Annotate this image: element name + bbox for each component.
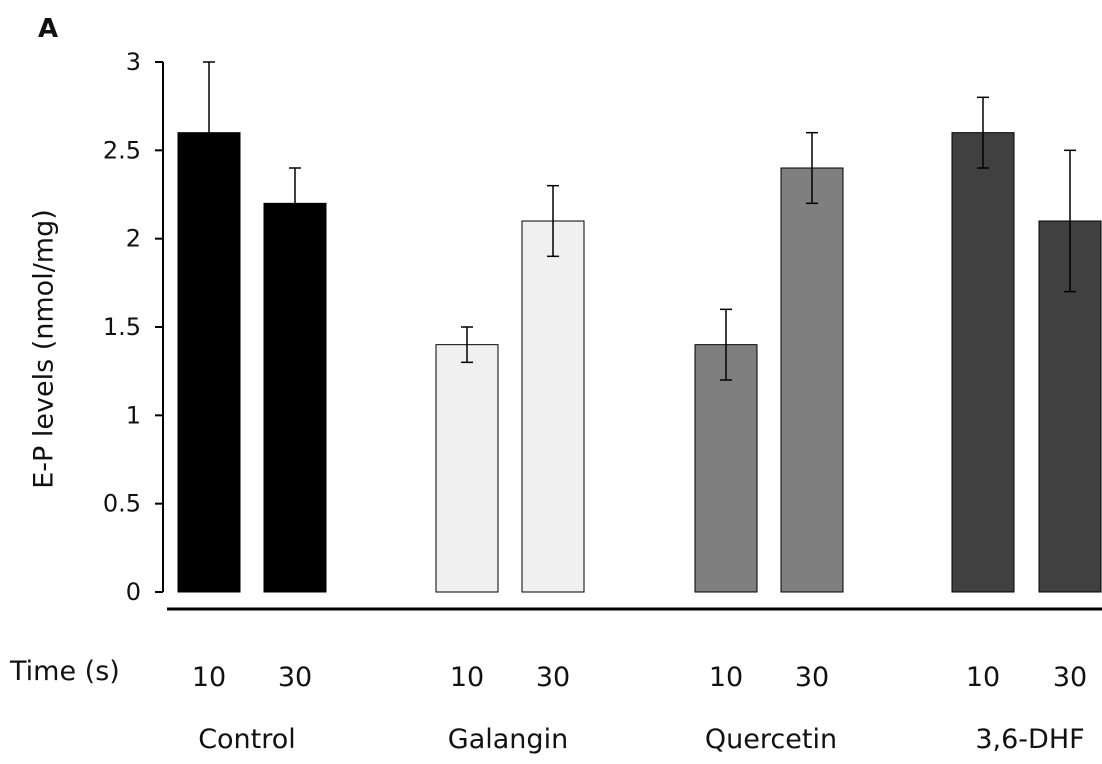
bar bbox=[694, 344, 758, 593]
y-tick-label: 0 bbox=[126, 578, 141, 606]
y-tick-label: 0.5 bbox=[103, 490, 141, 518]
time-tick-label: 30 bbox=[278, 662, 312, 693]
bar bbox=[177, 132, 241, 593]
group-label: Quercetin bbox=[705, 724, 837, 755]
time-tick-label: 30 bbox=[536, 662, 570, 693]
time-row-label: Time (s) bbox=[10, 656, 120, 687]
y-tick-label: 3 bbox=[126, 48, 141, 76]
bar bbox=[951, 132, 1015, 593]
group-label: 3,6-DHF bbox=[975, 724, 1084, 755]
bar bbox=[521, 220, 585, 593]
y-tick-label: 1.5 bbox=[103, 313, 141, 341]
group-label: Control bbox=[198, 724, 296, 755]
time-tick-label: 10 bbox=[966, 662, 1000, 693]
group-label: Galangin bbox=[448, 724, 568, 755]
y-tick-label: 2.5 bbox=[103, 136, 141, 164]
time-tick-label: 10 bbox=[450, 662, 484, 693]
panel-label: A bbox=[38, 14, 59, 44]
time-tick-label: 30 bbox=[795, 662, 829, 693]
y-axis-label: E-P levels (nmol/mg) bbox=[28, 209, 60, 489]
time-tick-label: 10 bbox=[709, 662, 743, 693]
y-tick-label: 1 bbox=[126, 401, 141, 429]
y-tick-label: 2 bbox=[126, 225, 141, 253]
bar bbox=[263, 202, 327, 593]
bar bbox=[435, 344, 499, 593]
bar bbox=[780, 167, 844, 593]
time-tick-label: 10 bbox=[192, 662, 226, 693]
time-tick-label: 30 bbox=[1053, 662, 1087, 693]
